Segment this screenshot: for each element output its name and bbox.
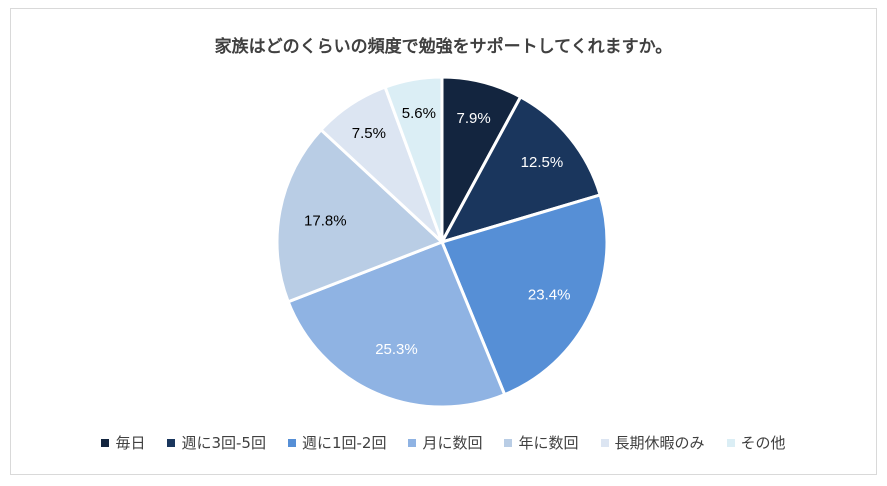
- legend-label: 週に1回-2回: [301, 434, 387, 452]
- pie-slice-2: [439, 193, 609, 397]
- legend-swatch: [287, 438, 296, 447]
- data-label: 17.8%: [304, 213, 347, 230]
- pie-slice-4: [275, 127, 445, 304]
- chart-title: 家族はどのくらいの頻度で勉強をサポートしてくれますか。: [214, 37, 673, 57]
- legend-item: 年に数回: [504, 432, 579, 453]
- legend-item: その他: [726, 432, 786, 453]
- legend-swatch: [600, 438, 609, 447]
- legend-label: 週に3回-5回: [181, 434, 266, 452]
- legend-item: 毎日: [101, 432, 145, 453]
- data-label: 12.5%: [521, 154, 564, 171]
- data-label: 25.3%: [375, 341, 418, 358]
- legend-item: 月に数回: [408, 432, 482, 453]
- legend-item: 長期休暇のみ: [600, 432, 705, 453]
- legend-swatch: [408, 438, 417, 447]
- legend-label: 年に数回: [518, 434, 579, 452]
- data-label: 7.5%: [352, 125, 386, 142]
- legend-swatch: [167, 438, 176, 447]
- legend-item: 週に3回-5回: [167, 432, 266, 453]
- legend-swatch: [101, 438, 110, 447]
- legend-label: その他: [740, 434, 786, 452]
- data-label: 5.6%: [402, 105, 436, 122]
- legend-swatch: [504, 438, 513, 447]
- pie-slice-6: [383, 75, 444, 243]
- pie-slice-3: [286, 240, 507, 409]
- legend-label: 月に数回: [422, 434, 483, 452]
- legend-swatch: [726, 438, 735, 447]
- legend-label: 毎日: [115, 434, 146, 452]
- data-label: 23.4%: [528, 286, 571, 303]
- legend-label: 長期休暇のみ: [614, 434, 705, 452]
- legend: 毎日 週に3回-5回 週に1回-2回 月に数回 年に数回 長期休暇のみ その他: [0, 432, 887, 453]
- legend-item: 週に1回-2回: [287, 432, 387, 453]
- data-label: 7.9%: [457, 110, 491, 127]
